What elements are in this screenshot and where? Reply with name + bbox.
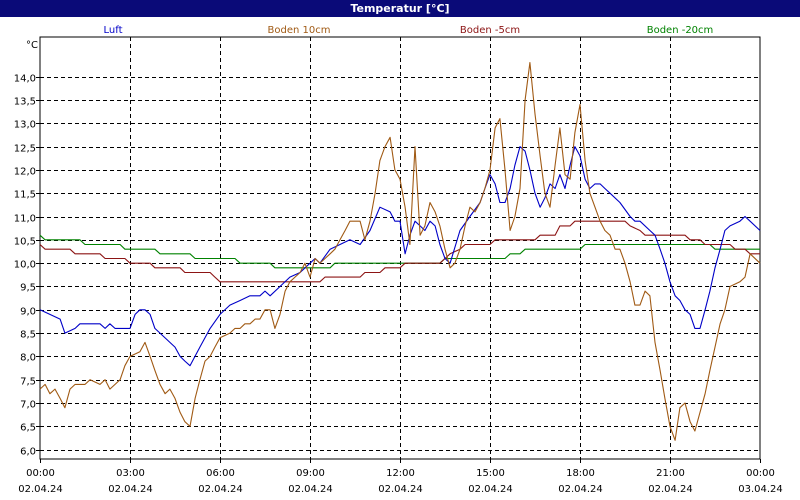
- y-tick-label: 11,5: [14, 190, 36, 201]
- series-line-boden-minus-5cm: [39, 220, 760, 283]
- x-tick-date-label: 02.04.24: [198, 484, 243, 495]
- y-tick-label: 10,0: [14, 260, 36, 271]
- y-tick-label: 6,5: [20, 423, 36, 434]
- y-tick-label: 9,0: [20, 307, 36, 318]
- series-line-boden-minus-20cm: [39, 234, 760, 269]
- x-tick-time-label: 09:00: [296, 468, 325, 479]
- legend-entry-boden-minus-5cm: Boden -5cm: [459, 25, 521, 36]
- y-tick-label: 13,5: [14, 97, 36, 108]
- y-tick-label: 12,0: [14, 167, 36, 178]
- x-tick-time-label: 21:00: [656, 468, 685, 479]
- y-tick-label: 7,0: [20, 400, 36, 411]
- y-tick-label: 14,0: [14, 74, 36, 85]
- x-tick-time-label: 18:00: [566, 468, 595, 479]
- x-tick-date-label: 02.04.24: [378, 484, 423, 495]
- y-tick-label: 6,0: [20, 447, 36, 458]
- x-tick-time-label: 03:00: [116, 468, 145, 479]
- x-tick-date-label: 02.04.24: [288, 484, 333, 495]
- y-tick-label: 10,5: [14, 237, 36, 248]
- legend-entry-boden-10cm: Boden 10cm: [267, 25, 331, 36]
- x-tick-date-label: 02.04.24: [468, 484, 513, 495]
- y-tick-label: 8,5: [20, 330, 36, 341]
- y-axis-unit: °C: [26, 40, 38, 51]
- x-tick-time-label: 06:00: [206, 468, 235, 479]
- x-tick-date-label: 03.04.24: [738, 484, 783, 495]
- y-tick-label: 9,5: [20, 283, 36, 294]
- chart-title: Temperatur [°C]: [0, 0, 800, 17]
- series-line-boden-10cm: [39, 62, 761, 441]
- x-tick-time-label: 12:00: [386, 468, 415, 479]
- x-tick-date-label: 02.04.24: [648, 484, 693, 495]
- x-tick-date-label: 02.04.24: [108, 484, 153, 495]
- x-tick-time-label: 00:00: [26, 468, 55, 479]
- x-tick-date-label: 02.04.24: [558, 484, 603, 495]
- y-tick-label: 12,5: [14, 144, 36, 155]
- y-tick-label: 13,0: [14, 120, 36, 131]
- legend-entry-luft: Luft: [103, 25, 123, 36]
- y-tick-label: 11,0: [14, 214, 36, 225]
- x-tick-date-label: 02.04.24: [18, 484, 63, 495]
- x-tick-time-label: 15:00: [476, 468, 505, 479]
- legend-entry-boden-minus-20cm: Boden -20cm: [646, 25, 714, 36]
- series-line-luft: [39, 146, 761, 367]
- y-tick-label: 7,5: [20, 377, 36, 388]
- y-tick-label: 8,0: [20, 353, 36, 364]
- x-tick-time-label: 00:00: [746, 468, 775, 479]
